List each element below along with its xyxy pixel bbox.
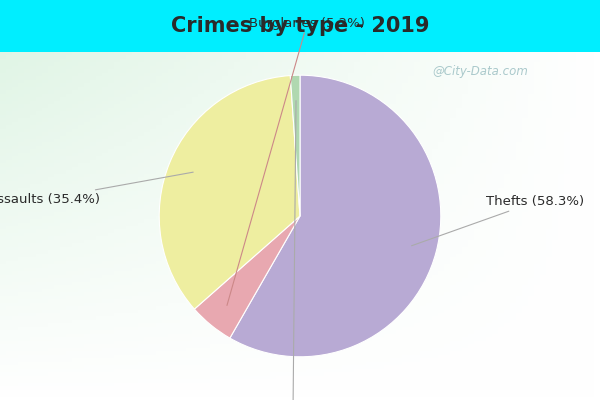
Text: @City-Data.com: @City-Data.com (432, 66, 528, 78)
Wedge shape (194, 216, 300, 338)
Wedge shape (290, 75, 300, 216)
Text: Rapes (1.0%): Rapes (1.0%) (248, 101, 337, 400)
Wedge shape (159, 76, 300, 309)
Text: Assaults (35.4%): Assaults (35.4%) (0, 172, 193, 206)
Text: Crimes by type - 2019: Crimes by type - 2019 (171, 16, 429, 36)
Wedge shape (230, 75, 441, 357)
Text: Thefts (58.3%): Thefts (58.3%) (412, 196, 584, 246)
Text: Burglaries (5.2%): Burglaries (5.2%) (227, 17, 365, 306)
